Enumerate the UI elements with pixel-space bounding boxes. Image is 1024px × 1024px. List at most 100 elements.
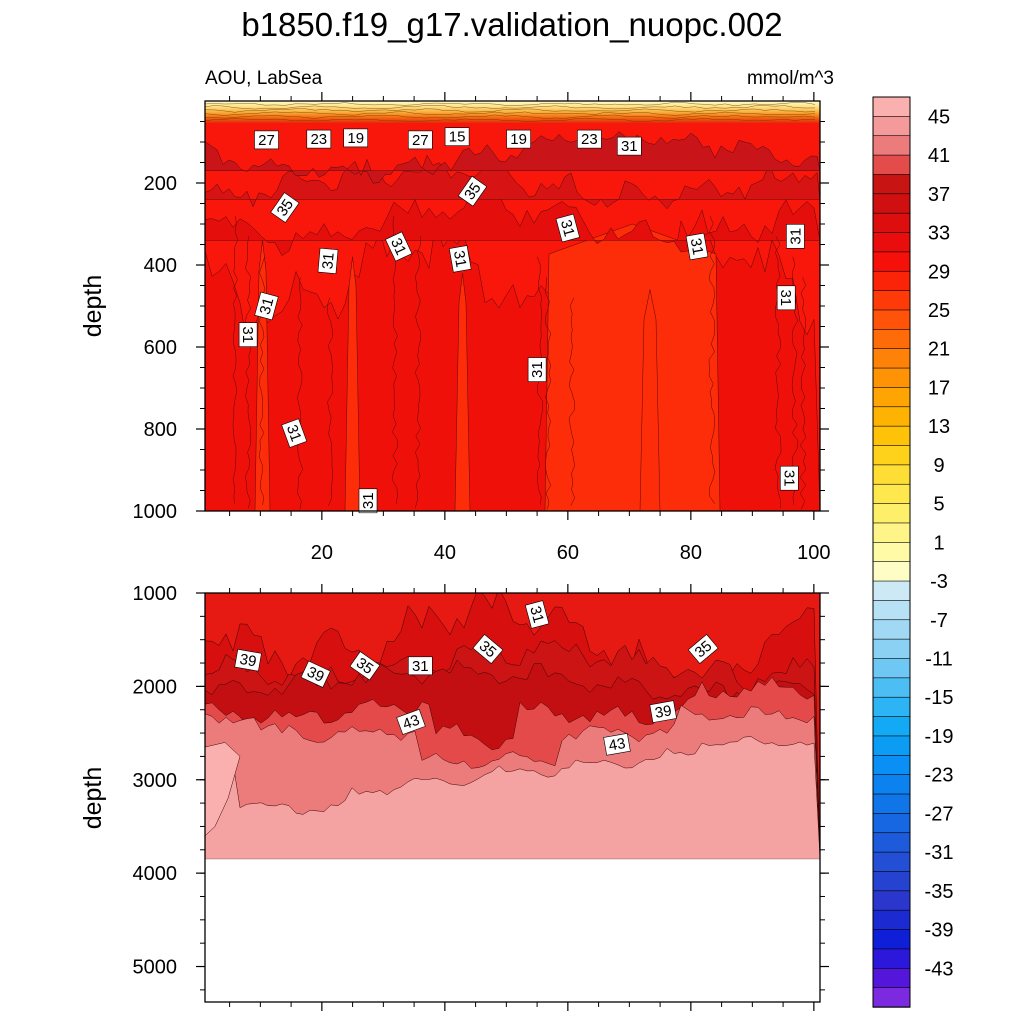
upper-contour-line (244, 236, 252, 509)
upper-streak (344, 256, 361, 511)
lower-contour-fill (205, 593, 820, 1002)
contour-label: 31 (317, 247, 339, 274)
colorbar-label: 9 (933, 455, 944, 477)
lower-panel: 31 39 39 35 31 35 35 43 39 43 1000 2000 3000 4000 500… (79, 583, 829, 1011)
contour-label: 31 (776, 285, 796, 311)
contour-label-box (385, 231, 413, 262)
colorbar-label: -23 (925, 765, 954, 787)
upper-contour-line (392, 215, 398, 504)
contour-label-box (281, 418, 308, 448)
colorbar-box (872, 406, 911, 427)
colorbar-box (872, 503, 911, 524)
upper-axis-ticks: 200 400 600 800 1000 20 40 60 80 100 (133, 92, 831, 564)
lower-frame (204, 592, 821, 1003)
contour-label-text: 43 (400, 712, 421, 734)
contour-label: 39 (649, 700, 677, 723)
lower-band (205, 742, 241, 837)
contour-label-text: 19 (347, 130, 364, 147)
colorbar-box (872, 212, 911, 234)
colorbar-box (872, 290, 911, 311)
contour-label-text: 31 (787, 228, 804, 245)
contour-label-box (270, 192, 300, 224)
colorbar-box (872, 948, 911, 969)
colorbar-box (872, 96, 911, 118)
y-tick-label: 400 (144, 255, 177, 277)
colorbar-label: 25 (928, 300, 950, 322)
upper-band (205, 154, 820, 210)
colorbar-label: -7 (930, 610, 948, 632)
contour-label-text: 27 (258, 132, 275, 149)
contour-label-box (407, 130, 433, 150)
contour-label: 31 (527, 357, 547, 382)
colorbar-label: -11 (925, 649, 952, 671)
colorbar-box (872, 580, 911, 602)
upper-contour-line (799, 277, 807, 510)
upper-contour-line (791, 256, 799, 505)
contour-label-text: 35 (274, 196, 297, 219)
x-tick-label: 80 (680, 542, 702, 564)
subtitle-variable: AOU, LabSea (205, 68, 323, 89)
contour-label-box (457, 175, 488, 207)
upper-band (205, 191, 820, 256)
y-tick-label: 200 (144, 173, 177, 195)
upper-contour-line (414, 236, 421, 509)
upper-contour-fill (205, 101, 820, 511)
y-tick-label: 3000 (133, 770, 178, 792)
colorbar-label: -39 (925, 920, 954, 942)
contour-label: 31 (254, 291, 279, 321)
colorbar-box (872, 851, 911, 873)
upper-streak (454, 273, 471, 511)
contour-label: 31 (616, 136, 642, 156)
contour-label: 39 (300, 660, 331, 688)
colorbar-label: 1 (933, 532, 944, 554)
colorbar-box (872, 793, 911, 815)
y-tick-label: 600 (144, 337, 177, 359)
contour-label-text: 31 (529, 361, 546, 378)
upper-contour-line (205, 114, 816, 119)
contour-label-text: 31 (557, 218, 578, 239)
colorbar-box (872, 135, 911, 156)
colorbar-label: 13 (928, 416, 950, 438)
colorbar-box (872, 967, 911, 989)
contour-label-text: 31 (621, 138, 638, 155)
colorbar-box (872, 638, 911, 660)
colorbar-box (872, 309, 911, 331)
contour-label-box (776, 285, 796, 311)
lower-band (205, 736, 820, 860)
contour-label-box (577, 129, 602, 149)
contour-label-text: 23 (581, 131, 598, 148)
contour-label: 35 (349, 651, 381, 681)
lower-contour-labels: 31 39 39 35 31 35 35 43 39 43 (234, 600, 719, 756)
contour-label: 31 (524, 600, 550, 629)
upper-contour-line (232, 215, 239, 504)
contour-label: 35 (457, 175, 488, 207)
colorbar-box (872, 251, 911, 272)
contour-label-box (396, 708, 426, 735)
colorbar-box (872, 735, 911, 757)
colorbar-box (872, 987, 911, 1008)
colorbar-box (872, 232, 911, 253)
contour-label: 27 (254, 130, 279, 150)
colorbar-label: 33 (928, 223, 950, 245)
contour-label-box (300, 660, 331, 688)
contour-label: 35 (270, 192, 300, 224)
subtitle-units: mmol/m^3 (747, 68, 834, 89)
contour-label-box (524, 600, 550, 629)
contour-label-text: 31 (687, 237, 707, 256)
colorbar-box (872, 464, 911, 485)
contour-label-box (317, 247, 339, 274)
colorbar-label: 45 (928, 106, 950, 128)
colorbar-box (872, 425, 911, 447)
colorbar-label: 37 (928, 184, 950, 206)
colorbar-box (872, 367, 911, 389)
colorbar-box (872, 619, 911, 640)
colorbar-box (872, 890, 911, 911)
upper-contour-line (205, 111, 816, 116)
colorbar-box (872, 832, 911, 853)
upper-contour-line (297, 277, 303, 510)
contour-label-text: 31 (780, 470, 797, 487)
colorbar-label: 41 (928, 145, 950, 167)
chart-title: b1850.f19_g17.validation_nuopc.002 (241, 6, 782, 43)
contour-label-box (527, 357, 547, 382)
